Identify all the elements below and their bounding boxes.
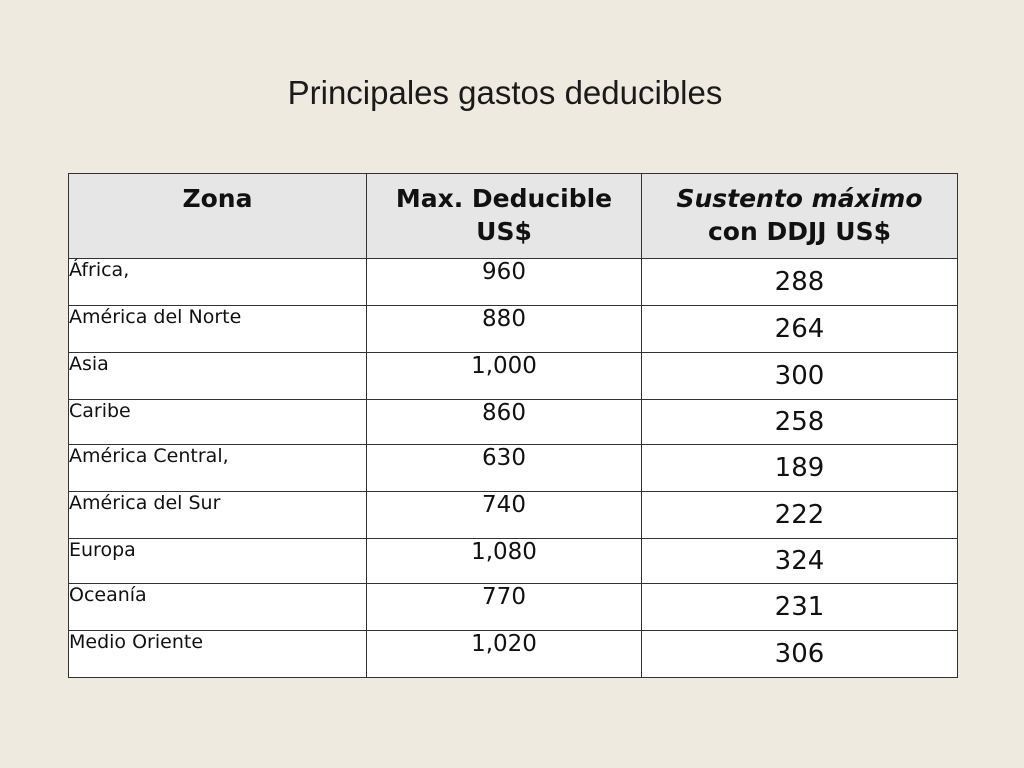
zona-cell: África, — [68, 258, 367, 306]
zona-cell: Medio Oriente — [68, 630, 367, 678]
table-row: América del Norte 880 264 — [68, 305, 958, 353]
max-deducible-cell: 630 — [366, 444, 642, 492]
sustento-cell: 324 — [641, 538, 958, 584]
header-zona-label: Zona — [182, 184, 253, 213]
sustento-cell: 222 — [641, 491, 958, 539]
zona-cell: Asia — [68, 352, 367, 400]
max-deducible-cell: 740 — [366, 491, 642, 539]
sustento-cell: 288 — [641, 258, 958, 306]
zona-cell: América del Sur — [68, 491, 367, 539]
sustento-cell: 306 — [641, 630, 958, 678]
sustento-cell: 231 — [641, 583, 958, 631]
table-header-row: Zona Max. Deducible US$ Sustento máximo … — [68, 173, 958, 259]
table-row: Caribe 860 258 — [68, 399, 958, 445]
max-deducible-cell: 960 — [366, 258, 642, 306]
header-max-deducible: Max. Deducible US$ — [366, 173, 642, 259]
table-row: América del Sur 740 222 — [68, 491, 958, 539]
table-row: Europa 1,080 324 — [68, 538, 958, 584]
header-max-line2: US$ — [476, 217, 532, 246]
sustento-cell: 264 — [641, 305, 958, 353]
max-deducible-cell: 1,080 — [366, 538, 642, 584]
table-row: África, 960 288 — [68, 258, 958, 306]
max-deducible-cell: 1,020 — [366, 630, 642, 678]
max-deducible-cell: 880 — [366, 305, 642, 353]
zona-cell: Caribe — [68, 399, 367, 445]
header-sustento-maximo: Sustento máximo con DDJJ US$ — [641, 173, 958, 259]
header-sust-line1: Sustento máximo — [676, 184, 923, 213]
slide-title: Principales gastos deducibles — [287, 74, 723, 111]
table-row: América Central, 630 189 — [68, 444, 958, 492]
table-row: Asia 1,000 300 — [68, 352, 958, 400]
header-sust-line2: con DDJJ US$ — [707, 217, 891, 246]
max-deducible-cell: 860 — [366, 399, 642, 445]
zona-cell: América del Norte — [68, 305, 367, 353]
max-deducible-cell: 770 — [366, 583, 642, 631]
table-row: Medio Oriente 1,020 306 — [68, 630, 958, 678]
table-row: Oceanía 770 231 — [68, 583, 958, 631]
sustento-cell: 258 — [641, 399, 958, 445]
header-zona: Zona — [68, 173, 367, 259]
deductibles-table: Zona Max. Deducible US$ Sustento máximo … — [68, 173, 958, 678]
sustento-cell: 189 — [641, 444, 958, 492]
max-deducible-cell: 1,000 — [366, 352, 642, 400]
header-max-line1: Max. Deducible — [395, 184, 613, 213]
sustento-cell: 300 — [641, 352, 958, 400]
zona-cell: Europa — [68, 538, 367, 584]
zona-cell: América Central, — [68, 444, 367, 492]
zona-cell: Oceanía — [68, 583, 367, 631]
